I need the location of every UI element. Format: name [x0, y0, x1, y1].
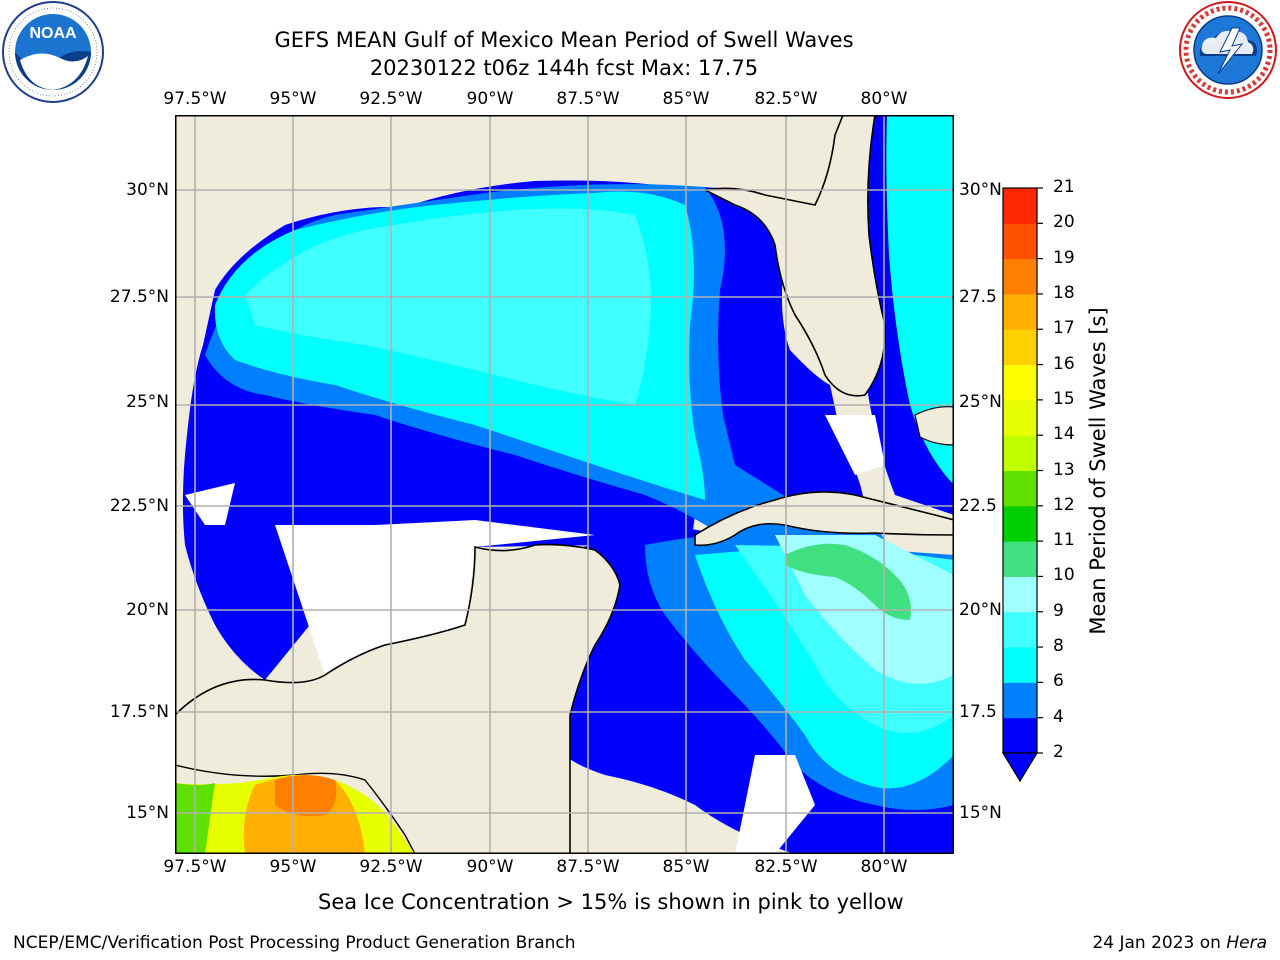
colorbar-segment: [1003, 258, 1037, 295]
colorbar-segment: [1003, 329, 1037, 366]
lat-tick-label: 27.5°N: [109, 287, 169, 307]
atlantic-water-cyan: [886, 115, 954, 485]
no-data-region: [825, 415, 885, 475]
colorbar-segment: [1003, 435, 1037, 471]
colorbar-segment: [1003, 399, 1037, 436]
colorbar-tick-label: 13: [1053, 459, 1075, 480]
colorbar-segment: [1003, 682, 1037, 719]
lat-tick-label: 20°N: [959, 600, 1002, 620]
colorbar-tick-label: 8: [1053, 636, 1064, 657]
colorbar-segment: [1003, 541, 1037, 577]
florida-land: [702, 115, 886, 397]
colorbar-segment: [1003, 364, 1037, 401]
footer-machine: Hera: [1226, 933, 1267, 953]
lon-tick-label: 95°W: [269, 857, 317, 877]
colorbar-tick-label: 19: [1053, 247, 1075, 268]
map-gridlines: [175, 115, 954, 854]
lat-tick-label: 30°N: [126, 180, 169, 200]
footer-date: 24 Jan 2023 on Hera: [1092, 933, 1267, 953]
swell-period-map: [175, 115, 954, 854]
colorbar-tick-label: 15: [1053, 388, 1075, 409]
footer-date-text: 24 Jan 2023 on: [1092, 933, 1227, 953]
lon-tick-label: 90°W: [466, 857, 514, 877]
noaa-logo-text: NOAA: [29, 25, 77, 42]
hispaniola-land: [914, 406, 954, 446]
no-data-region: [275, 520, 595, 685]
colorbar-tick-label: 6: [1053, 671, 1064, 692]
colorbar-segment: [1003, 223, 1037, 260]
lat-tick-label: 20°N: [126, 600, 169, 620]
colorbar-tick-label: 14: [1053, 424, 1075, 445]
pacific-swell-dark-orange: [275, 775, 337, 817]
lon-tick-label: 82.5°W: [754, 89, 818, 109]
lon-tick-label: 80°W: [860, 89, 908, 109]
lon-tick-label: 92.5°W: [359, 857, 423, 877]
colorbar-tick-label: 12: [1053, 494, 1075, 515]
colorbar-under-extension: [1001, 752, 1039, 783]
sea-ice-note: Sea Ice Concentration > 15% is shown in …: [318, 890, 904, 914]
colorbar-tick-label: 18: [1053, 282, 1075, 303]
noaa-logo: NOAA: [2, 1, 104, 103]
colorbar-tick-label: 17: [1053, 318, 1075, 339]
lon-tick-label: 85°W: [662, 857, 710, 877]
no-data-region: [735, 755, 815, 854]
lon-tick-label: 80°W: [860, 857, 908, 877]
lat-tick-label: 30°N: [959, 180, 1002, 200]
colorbar-tick-label: 11: [1053, 530, 1075, 551]
colorbar-segment: [1003, 293, 1037, 330]
colorbar-segment: [1003, 505, 1037, 542]
colorbar: [1001, 187, 1043, 783]
colorbar-tick-label: 20: [1053, 212, 1075, 233]
colorbar-segment: [1003, 470, 1037, 507]
colorbar-segment: [1003, 717, 1037, 754]
colorbar-tick-label: 10: [1053, 565, 1075, 586]
colorbar-tick-label: 21: [1053, 177, 1075, 197]
lon-tick-label: 97.5°W: [163, 857, 227, 877]
colorbar-tick-label: 16: [1053, 353, 1075, 374]
lon-tick-label: 90°W: [466, 89, 514, 109]
lat-tick-label: 22.5: [959, 496, 997, 516]
lat-tick-label: 15°N: [126, 803, 169, 823]
lat-tick-label: 17.5: [959, 702, 997, 722]
caribbean-water-green-patch: [785, 543, 911, 620]
lat-tick-label: 27.5: [959, 287, 997, 307]
map-frame: [175, 115, 954, 854]
lat-tick-label: 17.5°N: [109, 702, 169, 722]
lon-tick-label: 82.5°W: [754, 857, 818, 877]
colorbar-segment: [1003, 188, 1037, 224]
colorbar-segment: [1003, 611, 1037, 648]
lon-tick-label: 92.5°W: [359, 89, 423, 109]
lon-tick-label: 85°W: [662, 89, 710, 109]
lat-tick-label: 15°N: [959, 803, 1002, 823]
colorbar-segment: [1003, 647, 1037, 683]
colorbar-segments: [1003, 188, 1037, 754]
nws-logo: [1179, 1, 1277, 99]
lon-tick-label: 97.5°W: [163, 89, 227, 109]
colorbar-tick-marks: [1037, 187, 1043, 754]
lat-tick-label: 25°N: [126, 392, 169, 412]
colorbar-tick-label: 4: [1053, 706, 1064, 727]
plot-subtitle: 20230122 t06z 144h fcst Max: 17.75: [369, 56, 759, 80]
no-data-region: [185, 483, 235, 525]
colorbar-title: Mean Period of Swell Waves [s]: [1086, 307, 1110, 635]
colorbar-segment: [1003, 576, 1037, 613]
lat-tick-label: 22.5°N: [109, 496, 169, 516]
plot-title: GEFS MEAN Gulf of Mexico Mean Period of …: [274, 28, 854, 52]
lon-tick-label: 87.5°W: [556, 89, 620, 109]
gulf-water-light-cyan: [245, 208, 651, 405]
lon-tick-label: 95°W: [269, 89, 317, 109]
lat-tick-label: 25°N: [959, 392, 1002, 412]
footer-credit: NCEP/EMC/Verification Post Processing Pr…: [13, 933, 576, 953]
colorbar-tick-label: 2: [1053, 742, 1064, 762]
colorbar-tick-label: 9: [1053, 600, 1064, 621]
lon-tick-label: 87.5°W: [556, 857, 620, 877]
